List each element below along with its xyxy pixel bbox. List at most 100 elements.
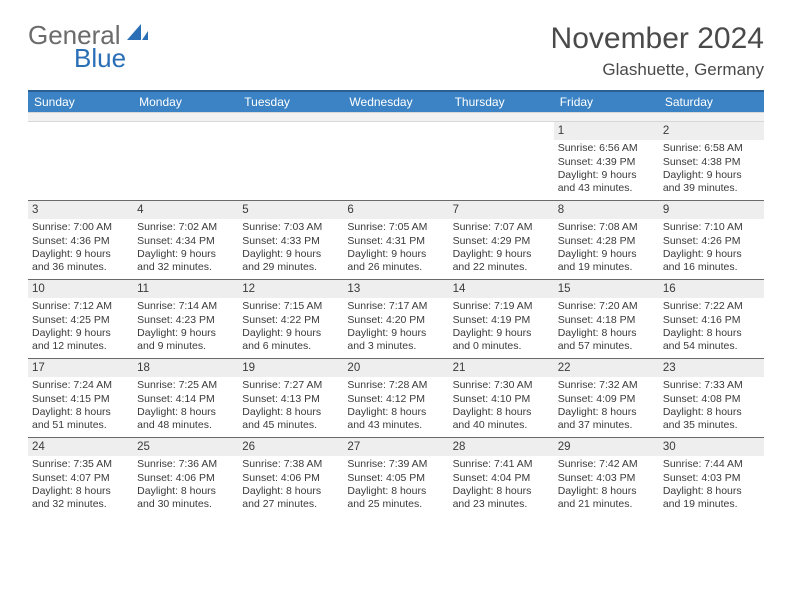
day-cell: 26Sunrise: 7:38 AMSunset: 4:06 PMDayligh…	[238, 438, 343, 516]
day-content: Sunrise: 7:32 AMSunset: 4:09 PMDaylight:…	[554, 377, 659, 436]
day-content: Sunrise: 7:17 AMSunset: 4:20 PMDaylight:…	[343, 298, 448, 357]
day-cell: 23Sunrise: 7:33 AMSunset: 4:08 PMDayligh…	[659, 359, 764, 437]
day-cell	[28, 122, 133, 200]
day-number: 8	[554, 201, 659, 219]
sunset-line: Sunset: 4:19 PM	[453, 314, 550, 327]
day-content: Sunrise: 7:10 AMSunset: 4:26 PMDaylight:…	[659, 219, 764, 278]
sunset-line: Sunset: 4:16 PM	[663, 314, 760, 327]
day-content: Sunrise: 7:35 AMSunset: 4:07 PMDaylight:…	[28, 456, 133, 515]
day-cell: 7Sunrise: 7:07 AMSunset: 4:29 PMDaylight…	[449, 201, 554, 279]
sunrise-line: Sunrise: 7:20 AM	[558, 300, 655, 313]
day-cell: 1Sunrise: 6:56 AMSunset: 4:39 PMDaylight…	[554, 122, 659, 200]
daylight-line: Daylight: 8 hours and 48 minutes.	[137, 406, 234, 432]
day-content: Sunrise: 7:20 AMSunset: 4:18 PMDaylight:…	[554, 298, 659, 357]
weeks-container: 1Sunrise: 6:56 AMSunset: 4:39 PMDaylight…	[28, 122, 764, 516]
day-content: Sunrise: 7:07 AMSunset: 4:29 PMDaylight:…	[449, 219, 554, 278]
header: General Blue November 2024 Glashuette, G…	[28, 22, 764, 80]
daylight-line: Daylight: 8 hours and 27 minutes.	[242, 485, 339, 511]
daylight-line: Daylight: 9 hours and 3 minutes.	[347, 327, 444, 353]
day-content: Sunrise: 7:14 AMSunset: 4:23 PMDaylight:…	[133, 298, 238, 357]
sunrise-line: Sunrise: 7:24 AM	[32, 379, 129, 392]
dow-thursday: Thursday	[449, 92, 554, 112]
day-number: 10	[28, 280, 133, 298]
sunrise-line: Sunrise: 7:27 AM	[242, 379, 339, 392]
day-number: 18	[133, 359, 238, 377]
sunrise-line: Sunrise: 7:14 AM	[137, 300, 234, 313]
week-row: 10Sunrise: 7:12 AMSunset: 4:25 PMDayligh…	[28, 279, 764, 358]
sunrise-line: Sunrise: 7:35 AM	[32, 458, 129, 471]
day-content: Sunrise: 7:36 AMSunset: 4:06 PMDaylight:…	[133, 456, 238, 515]
day-content: Sunrise: 7:25 AMSunset: 4:14 PMDaylight:…	[133, 377, 238, 436]
day-cell: 11Sunrise: 7:14 AMSunset: 4:23 PMDayligh…	[133, 280, 238, 358]
day-number: 30	[659, 438, 764, 456]
sunset-line: Sunset: 4:39 PM	[558, 156, 655, 169]
sunrise-line: Sunrise: 7:25 AM	[137, 379, 234, 392]
day-cell: 27Sunrise: 7:39 AMSunset: 4:05 PMDayligh…	[343, 438, 448, 516]
sunset-line: Sunset: 4:38 PM	[663, 156, 760, 169]
daylight-line: Daylight: 8 hours and 54 minutes.	[663, 327, 760, 353]
day-number: 4	[133, 201, 238, 219]
day-content: Sunrise: 7:03 AMSunset: 4:33 PMDaylight:…	[238, 219, 343, 278]
sunrise-line: Sunrise: 7:19 AM	[453, 300, 550, 313]
day-number: 19	[238, 359, 343, 377]
sunset-line: Sunset: 4:10 PM	[453, 393, 550, 406]
day-cell: 30Sunrise: 7:44 AMSunset: 4:03 PMDayligh…	[659, 438, 764, 516]
daylight-line: Daylight: 8 hours and 19 minutes.	[663, 485, 760, 511]
day-content: Sunrise: 7:02 AMSunset: 4:34 PMDaylight:…	[133, 219, 238, 278]
sunrise-line: Sunrise: 6:56 AM	[558, 142, 655, 155]
daylight-line: Daylight: 8 hours and 35 minutes.	[663, 406, 760, 432]
sunrise-line: Sunrise: 7:12 AM	[32, 300, 129, 313]
day-content: Sunrise: 7:15 AMSunset: 4:22 PMDaylight:…	[238, 298, 343, 357]
sunset-line: Sunset: 4:03 PM	[663, 472, 760, 485]
day-cell	[343, 122, 448, 200]
day-content: Sunrise: 7:27 AMSunset: 4:13 PMDaylight:…	[238, 377, 343, 436]
sunset-line: Sunset: 4:06 PM	[137, 472, 234, 485]
day-cell	[238, 122, 343, 200]
day-cell: 17Sunrise: 7:24 AMSunset: 4:15 PMDayligh…	[28, 359, 133, 437]
day-content: Sunrise: 7:19 AMSunset: 4:19 PMDaylight:…	[449, 298, 554, 357]
day-number: 20	[343, 359, 448, 377]
day-number: 27	[343, 438, 448, 456]
sunset-line: Sunset: 4:36 PM	[32, 235, 129, 248]
sunrise-line: Sunrise: 7:32 AM	[558, 379, 655, 392]
sunset-line: Sunset: 4:22 PM	[242, 314, 339, 327]
day-number: 9	[659, 201, 764, 219]
daylight-line: Daylight: 8 hours and 37 minutes.	[558, 406, 655, 432]
daylight-line: Daylight: 9 hours and 22 minutes.	[453, 248, 550, 274]
day-content: Sunrise: 7:41 AMSunset: 4:04 PMDaylight:…	[449, 456, 554, 515]
daylight-line: Daylight: 9 hours and 19 minutes.	[558, 248, 655, 274]
sunset-line: Sunset: 4:14 PM	[137, 393, 234, 406]
day-cell: 29Sunrise: 7:42 AMSunset: 4:03 PMDayligh…	[554, 438, 659, 516]
daylight-line: Daylight: 8 hours and 25 minutes.	[347, 485, 444, 511]
day-of-week-header: Sunday Monday Tuesday Wednesday Thursday…	[28, 90, 764, 112]
calendar-page: General Blue November 2024 Glashuette, G…	[0, 0, 792, 538]
daylight-line: Daylight: 8 hours and 21 minutes.	[558, 485, 655, 511]
week-row: 1Sunrise: 6:56 AMSunset: 4:39 PMDaylight…	[28, 122, 764, 200]
day-number: 6	[343, 201, 448, 219]
daylight-line: Daylight: 9 hours and 26 minutes.	[347, 248, 444, 274]
calendar: Sunday Monday Tuesday Wednesday Thursday…	[28, 90, 764, 516]
day-content: Sunrise: 7:39 AMSunset: 4:05 PMDaylight:…	[343, 456, 448, 515]
day-cell: 28Sunrise: 7:41 AMSunset: 4:04 PMDayligh…	[449, 438, 554, 516]
day-number: 7	[449, 201, 554, 219]
day-number: 12	[238, 280, 343, 298]
sunset-line: Sunset: 4:29 PM	[453, 235, 550, 248]
sunrise-line: Sunrise: 7:00 AM	[32, 221, 129, 234]
header-spacer	[28, 112, 764, 122]
day-cell: 24Sunrise: 7:35 AMSunset: 4:07 PMDayligh…	[28, 438, 133, 516]
daylight-line: Daylight: 9 hours and 32 minutes.	[137, 248, 234, 274]
day-content: Sunrise: 7:28 AMSunset: 4:12 PMDaylight:…	[343, 377, 448, 436]
sunrise-line: Sunrise: 6:58 AM	[663, 142, 760, 155]
day-number: 2	[659, 122, 764, 140]
day-number: 25	[133, 438, 238, 456]
day-content: Sunrise: 7:05 AMSunset: 4:31 PMDaylight:…	[343, 219, 448, 278]
daylight-line: Daylight: 8 hours and 45 minutes.	[242, 406, 339, 432]
day-cell: 13Sunrise: 7:17 AMSunset: 4:20 PMDayligh…	[343, 280, 448, 358]
daylight-line: Daylight: 9 hours and 43 minutes.	[558, 169, 655, 195]
day-number: 29	[554, 438, 659, 456]
day-number: 17	[28, 359, 133, 377]
day-number: 14	[449, 280, 554, 298]
day-number: 23	[659, 359, 764, 377]
day-cell: 14Sunrise: 7:19 AMSunset: 4:19 PMDayligh…	[449, 280, 554, 358]
day-number: 28	[449, 438, 554, 456]
